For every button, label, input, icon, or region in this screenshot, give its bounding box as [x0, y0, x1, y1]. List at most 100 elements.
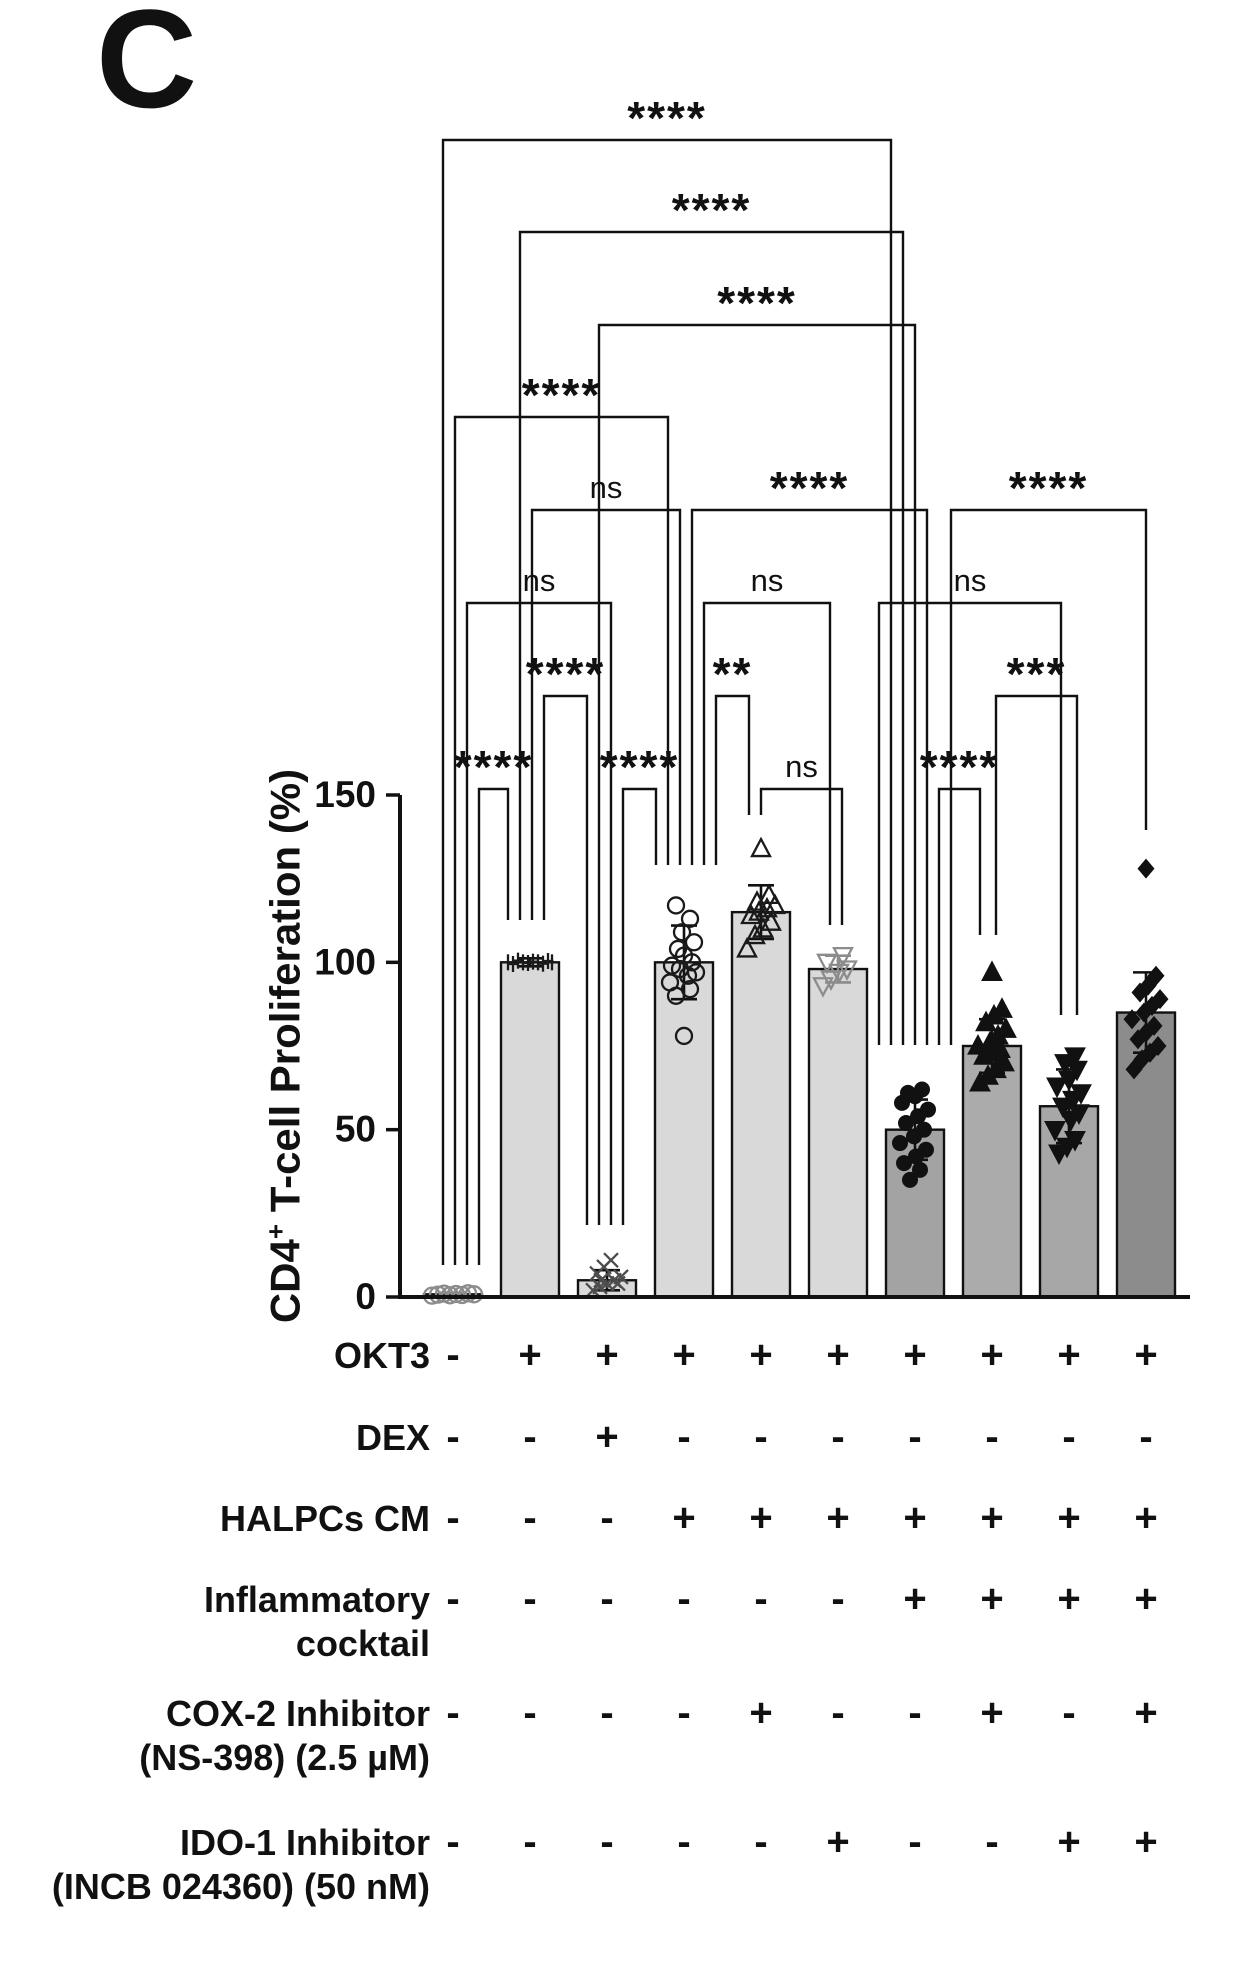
condition-sign-1-4: + [672, 1333, 695, 1377]
condition-sign-3-4: + [672, 1496, 695, 1540]
sig-bracket-4-5 [714, 694, 751, 865]
condition-sign-5-4: - [677, 1691, 690, 1735]
sig-label-3-7: **** [717, 277, 797, 329]
condition-sign-4-4: - [677, 1577, 690, 1621]
sig-bracket-2-7 [518, 230, 905, 1045]
sig-label-7-10: **** [1009, 462, 1089, 514]
condition-sign-6-10: + [1134, 1820, 1157, 1864]
condition-sign-4-5: - [754, 1577, 767, 1621]
condition-sign-3-2: - [523, 1496, 536, 1540]
condition-sign-1-2: + [518, 1333, 541, 1377]
condition-sign-4-2: - [523, 1577, 536, 1621]
condition-sign-5-7: - [908, 1691, 921, 1735]
scatter-points-bar-3 [585, 1252, 629, 1299]
condition-sign-2-4: - [677, 1415, 690, 1459]
condition-sign-1-10: + [1134, 1333, 1157, 1377]
condition-sign-4-10: + [1134, 1577, 1157, 1621]
condition-sign-3-3: - [600, 1496, 613, 1540]
scatter-points-bar-7 [892, 1081, 936, 1188]
sig-bracket-1-3 [465, 601, 613, 1265]
sig-label-1-2: **** [454, 741, 534, 793]
bar-2 [499, 961, 561, 1299]
condition-sign-6-6: + [826, 1820, 849, 1864]
sig-label-2-7: **** [672, 184, 752, 236]
condition-sign-5-5: + [749, 1691, 772, 1735]
sig-label-7-9: ns [954, 563, 987, 598]
condition-row-label-6: IDO-1 Inhibitor (INCB 024360) (50 nM) [52, 1822, 430, 1907]
sig-bracket-1-7 [441, 138, 893, 1265]
condition-sign-3-7: + [903, 1496, 926, 1540]
bar-4 [653, 961, 715, 1299]
sig-label-1-4: **** [522, 369, 602, 421]
condition-row-label-3: HALPCs CM [220, 1498, 430, 1539]
condition-sign-6-9: + [1057, 1820, 1080, 1864]
condition-sign-3-6: + [826, 1496, 849, 1540]
condition-sign-1-1: - [446, 1333, 459, 1377]
condition-sign-6-1: - [446, 1820, 459, 1864]
condition-sign-3-5: + [749, 1496, 772, 1540]
condition-sign-6-3: - [600, 1820, 613, 1864]
scatter-points-bar-2 [502, 952, 558, 973]
sig-label-1-7: **** [627, 92, 707, 144]
condition-sign-2-6: - [831, 1415, 844, 1459]
condition-sign-2-2: - [523, 1415, 536, 1459]
sig-bracket-3-4 [621, 787, 658, 1225]
scatter-points-bar-6 [812, 946, 858, 998]
sig-label-1-3: ns [523, 563, 556, 598]
sig-label-4-5: ** [713, 648, 753, 700]
sig-bracket-1-2 [477, 787, 510, 1265]
condition-sign-1-6: + [826, 1333, 849, 1377]
sig-bracket-1-4 [453, 415, 670, 1265]
condition-sign-2-10: - [1139, 1415, 1152, 1459]
condition-sign-5-9: - [1062, 1691, 1075, 1735]
condition-row-label-4: Inflammatory cocktail [204, 1579, 430, 1664]
condition-sign-5-10: + [1134, 1691, 1157, 1735]
condition-sign-6-4: - [677, 1820, 690, 1864]
condition-sign-4-6: - [831, 1577, 844, 1621]
condition-sign-2-9: - [1062, 1415, 1075, 1459]
sig-label-5-6: ns [785, 749, 818, 784]
condition-sign-4-3: - [600, 1577, 613, 1621]
condition-sign-2-3: + [595, 1415, 618, 1459]
sig-bracket-2-3 [542, 694, 589, 1225]
scatter-points-bar-4 [660, 896, 706, 1046]
condition-sign-3-10: + [1134, 1496, 1157, 1540]
sig-bracket-4-6 [702, 601, 832, 925]
sig-bracket-7-8 [937, 787, 982, 1045]
sig-label-2-4: ns [590, 470, 623, 505]
scatter-points-bar-5 [736, 836, 786, 958]
condition-sign-6-5: - [754, 1820, 767, 1864]
condition-sign-6-8: - [985, 1820, 998, 1864]
condition-sign-6-2: - [523, 1820, 536, 1864]
condition-sign-5-6: - [831, 1691, 844, 1735]
scatter-points-bar-9 [1044, 1047, 1092, 1166]
y-tick-label-0: 0 [355, 1276, 376, 1317]
sig-bracket-7-10 [949, 508, 1148, 1045]
condition-sign-4-1: - [446, 1577, 459, 1621]
bar-5 [730, 910, 792, 1299]
sig-bracket-8-9 [994, 694, 1079, 1015]
scatter-points-bar-10 [1123, 858, 1169, 1080]
sig-label-7-8: **** [920, 741, 1000, 793]
sig-label-8-9: *** [1007, 648, 1067, 700]
bar-6 [807, 967, 869, 1299]
condition-sign-2-5: - [754, 1415, 767, 1459]
condition-sign-4-9: + [1057, 1577, 1080, 1621]
condition-sign-2-1: - [446, 1415, 459, 1459]
condition-sign-1-3: + [595, 1333, 618, 1377]
condition-sign-2-7: - [908, 1415, 921, 1459]
condition-sign-1-5: + [749, 1333, 772, 1377]
condition-sign-5-1: - [446, 1691, 459, 1735]
condition-sign-1-7: + [903, 1333, 926, 1377]
condition-sign-5-8: + [980, 1691, 1003, 1735]
condition-sign-5-3: - [600, 1691, 613, 1735]
condition-sign-4-7: + [903, 1577, 926, 1621]
sig-bracket-7-9 [877, 601, 1063, 1045]
scatter-points-bar-8 [967, 960, 1017, 1092]
sig-bracket-2-4 [530, 508, 682, 920]
sig-label-4-7: **** [770, 462, 850, 514]
sig-label-3-4: **** [600, 741, 680, 793]
sig-bracket-5-6 [759, 787, 844, 925]
